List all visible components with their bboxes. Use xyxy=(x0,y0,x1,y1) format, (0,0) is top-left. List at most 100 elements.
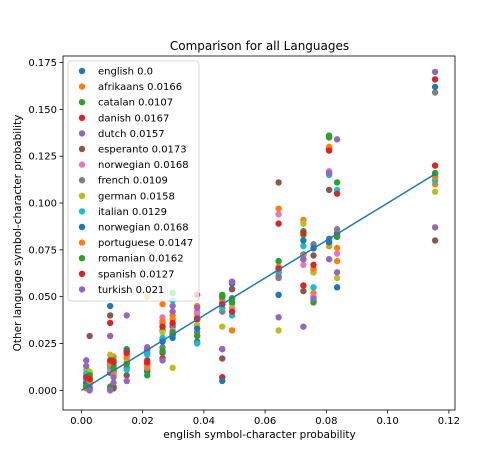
scatter-point xyxy=(333,190,341,197)
scatter-point xyxy=(83,362,90,370)
scatter-point xyxy=(123,312,130,319)
series-points xyxy=(83,76,439,383)
legend-label: dutch 0.0157 xyxy=(98,129,165,140)
scatter-point xyxy=(325,256,333,263)
y-tick-label: 0.150 xyxy=(28,105,57,116)
scatter-point xyxy=(431,83,439,91)
scatter-point xyxy=(325,147,333,154)
scatter-point xyxy=(325,239,333,246)
scatter-point xyxy=(219,377,226,385)
legend-box xyxy=(67,60,200,302)
scatter-point xyxy=(144,351,151,358)
scatter-point xyxy=(275,257,282,265)
scatter-point xyxy=(300,242,307,250)
scatter-point xyxy=(228,327,236,334)
y-tick-label: 0.000 xyxy=(28,386,57,397)
x-tick-label: 0.06 xyxy=(254,416,276,427)
scatter-point xyxy=(193,325,201,332)
scatter-point xyxy=(431,162,439,169)
scatter-point xyxy=(333,136,341,143)
scatter-point xyxy=(275,291,282,299)
legend-label: spanish 0.0127 xyxy=(98,269,175,280)
legend-label: norwegian 0.0168 xyxy=(98,223,189,234)
scatter-point xyxy=(431,237,439,244)
scatter-point xyxy=(144,372,151,379)
scatter-point xyxy=(431,188,439,195)
scatter-point xyxy=(159,317,166,325)
scatter-point xyxy=(300,237,307,244)
x-tick-label: 0.10 xyxy=(376,416,398,427)
scatter-point xyxy=(106,302,114,310)
scatter-point xyxy=(110,374,117,381)
legend: english 0.0 afrikaans 0.0166 catalan 0.010… xyxy=(67,60,200,302)
scatter-point xyxy=(159,323,166,330)
scatter-point xyxy=(300,256,307,263)
axes-border xyxy=(62,55,456,411)
scatter-point xyxy=(123,377,130,385)
y-tick-label: 0.175 xyxy=(28,58,57,69)
scatter-point xyxy=(159,300,166,308)
scatter-point xyxy=(83,357,90,364)
scatter-point xyxy=(300,287,307,295)
legend-label: norwegian 0.0168 xyxy=(98,160,189,171)
fit-line xyxy=(80,173,436,391)
scatter-point xyxy=(228,299,236,306)
legend-label: italian 0.0129 xyxy=(98,207,167,218)
scatter-point xyxy=(193,304,201,312)
scatter-point xyxy=(169,319,176,327)
x-axis-ticks: 0.00 0.02 0.04 0.06 0.08 0.10 0.12 xyxy=(70,410,460,427)
scatter-point xyxy=(300,229,307,237)
scatter-point xyxy=(310,261,317,269)
scatter-point xyxy=(86,375,93,383)
legend-label: french 0.0109 xyxy=(98,176,168,187)
legend-label: english 0.0 xyxy=(98,67,153,78)
legend-marker xyxy=(78,67,86,75)
y-tick-label: 0.100 xyxy=(28,199,57,210)
scatter-point xyxy=(193,340,201,347)
scatter-point xyxy=(275,220,282,227)
scatter-point xyxy=(333,269,341,276)
scatter-point xyxy=(110,379,117,387)
scatter-point xyxy=(275,314,282,321)
legend-marker xyxy=(78,99,86,106)
scatter-point xyxy=(144,364,151,372)
x-tick-label: 0.08 xyxy=(315,416,337,427)
scatter-point xyxy=(159,329,166,336)
scatter-point xyxy=(431,89,439,96)
scatter-point xyxy=(193,332,201,340)
legend-label: portuguese 0.0147 xyxy=(98,238,193,249)
series-points xyxy=(83,68,439,394)
scatter-point xyxy=(333,257,341,265)
x-tick-label: 0.02 xyxy=(131,416,153,427)
scatter-point xyxy=(431,224,439,231)
scatter-point xyxy=(144,359,151,366)
scatter-point xyxy=(159,347,166,355)
scatter-point xyxy=(106,351,114,358)
scatter-point xyxy=(106,312,114,319)
scatter-point xyxy=(275,179,282,186)
legend-marker xyxy=(78,114,86,122)
x-tick-label: 0.04 xyxy=(193,416,215,427)
scatter-point xyxy=(228,278,236,285)
scatter-point xyxy=(431,76,439,83)
scatter-point xyxy=(228,285,236,293)
scatter-point xyxy=(333,274,341,282)
legend-marker xyxy=(78,130,86,137)
scatter-point xyxy=(169,308,176,315)
scatter-point xyxy=(219,355,226,362)
y-tick-label: 0.025 xyxy=(28,339,57,350)
legend-marker xyxy=(78,239,86,246)
legend-marker xyxy=(78,286,86,293)
scatter-point xyxy=(106,319,114,327)
y-axis-label: Other language symbol-character probabil… xyxy=(12,115,24,352)
scatter-point xyxy=(169,302,176,310)
y-tick-label: 0.050 xyxy=(28,292,57,303)
scatter-point xyxy=(106,332,114,340)
x-axis-label: english symbol-character probability xyxy=(163,429,355,441)
scatter-point xyxy=(310,284,317,291)
legend-marker xyxy=(78,223,86,231)
legend-label: german 0.0158 xyxy=(98,191,175,202)
x-tick-label: 0.00 xyxy=(70,416,92,427)
legend-label: afrikaans 0.0166 xyxy=(98,82,182,93)
